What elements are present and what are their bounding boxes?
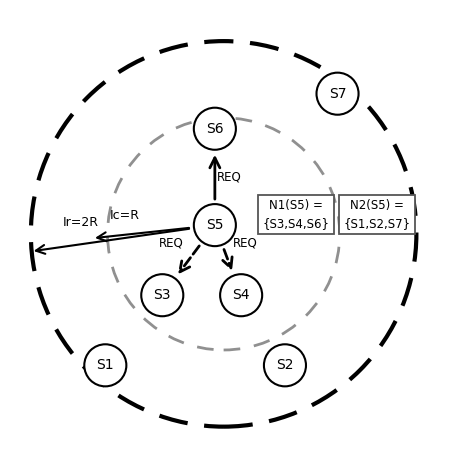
Text: N1(S5) =
{S3,S4,S6}: N1(S5) = {S3,S4,S6} bbox=[262, 199, 329, 230]
Circle shape bbox=[84, 344, 126, 386]
Text: REQ: REQ bbox=[233, 236, 258, 249]
Text: S2: S2 bbox=[276, 358, 293, 372]
Circle shape bbox=[193, 204, 235, 246]
Circle shape bbox=[220, 274, 262, 316]
Circle shape bbox=[316, 73, 358, 115]
Text: Ic=R: Ic=R bbox=[109, 209, 139, 222]
Text: S4: S4 bbox=[232, 288, 249, 302]
Text: S5: S5 bbox=[206, 218, 223, 232]
Text: Ir=2R: Ir=2R bbox=[62, 216, 98, 229]
Circle shape bbox=[193, 108, 235, 150]
Text: S3: S3 bbox=[153, 288, 171, 302]
Text: S1: S1 bbox=[96, 358, 114, 372]
Text: N2(S5) =
{S1,S2,S7}: N2(S5) = {S1,S2,S7} bbox=[343, 199, 410, 230]
Text: REQ: REQ bbox=[158, 236, 183, 249]
Circle shape bbox=[263, 344, 305, 386]
Text: REQ: REQ bbox=[216, 170, 241, 184]
Text: S6: S6 bbox=[206, 122, 223, 136]
Text: S7: S7 bbox=[328, 87, 345, 101]
Circle shape bbox=[141, 274, 183, 316]
